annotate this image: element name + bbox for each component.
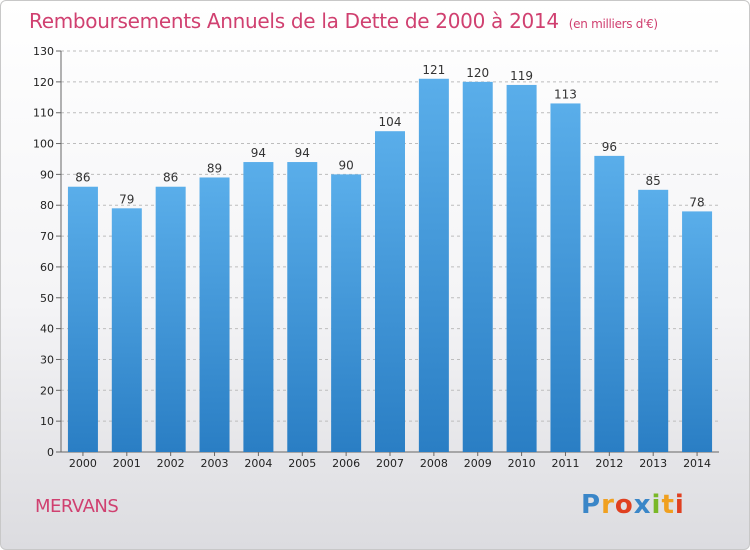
bar-2000 [67,186,98,452]
y-tick-label: 110 [33,107,54,120]
bar-2012 [594,155,625,452]
x-tick-label: 2011 [551,457,579,470]
x-tick-label: 2013 [639,457,667,470]
y-tick-label: 50 [40,292,54,305]
data-label: 121 [422,63,445,77]
bar-2011 [550,103,581,452]
x-tick-label: 2005 [288,457,316,470]
y-tick-label: 70 [40,230,54,243]
data-label: 89 [207,161,222,175]
labels: 86 2000 79 2001 86 2002 89 2003 94 2004 94 2005 90 20… [69,63,711,470]
data-label: 119 [510,69,533,83]
x-tick-label: 2008 [420,457,448,470]
y-tick-label: 10 [40,415,54,428]
x-tick-label: 2001 [113,457,141,470]
bar-2006 [331,174,362,452]
x-tick-label: 2004 [244,457,272,470]
axes: 0 10 20 30 40 50 60 70 80 90 100 110 120 130 [33,45,719,459]
x-tick-label: 2006 [332,457,360,470]
y-tick-label: 120 [33,76,54,89]
y-tick-label: 20 [40,384,54,397]
data-label: 96 [602,140,617,154]
commune-name: MERVANS [35,496,119,517]
chart-title: Remboursements Annuels de la Dette de 20… [29,9,658,33]
bar-2001 [111,208,142,452]
data-label: 90 [338,158,353,172]
data-label: 85 [646,174,661,188]
x-tick-label: 2010 [508,457,536,470]
data-label: 113 [554,87,577,101]
y-tick-label: 30 [40,353,54,366]
bar-2010 [506,84,537,452]
chart-unit: (en milliers d'€) [568,17,658,31]
proxiti-logo[interactable]: Proxiti [581,490,685,520]
bar-2007 [375,131,405,452]
y-tick-label: 80 [40,199,54,212]
x-tick-label: 2014 [683,457,711,470]
bar-2013 [638,189,669,453]
x-tick-label: 2007 [376,457,404,470]
bar-2008 [418,78,449,452]
bars [67,78,713,453]
data-label: 94 [295,146,310,160]
chart-title-text: Remboursements Annuels de la Dette de 20… [29,9,559,33]
y-tick-label: 40 [40,323,54,336]
data-label: 79 [119,192,134,206]
x-tick-label: 2000 [69,457,97,470]
data-label: 94 [251,146,266,160]
data-label: 78 [689,195,704,209]
y-tick-label: 0 [47,446,54,459]
data-label: 86 [75,171,90,185]
bar-2003 [199,177,230,452]
y-tick-label: 60 [40,261,54,274]
data-label: 86 [163,171,178,185]
y-tick-label: 100 [33,138,54,151]
x-tick-label: 2003 [201,457,229,470]
x-tick-label: 2002 [157,457,185,470]
y-tick-label: 130 [33,45,54,58]
bar-2014 [682,211,713,452]
bar-2005 [287,162,318,453]
x-tick-label: 2012 [595,457,623,470]
y-tick-label: 90 [40,168,54,181]
bar-2002 [155,186,186,452]
x-tick-label: 2009 [464,457,492,470]
bar-2009 [462,81,493,452]
bar-2004 [243,162,274,453]
data-label: 120 [466,66,489,80]
data-label: 104 [379,115,402,129]
